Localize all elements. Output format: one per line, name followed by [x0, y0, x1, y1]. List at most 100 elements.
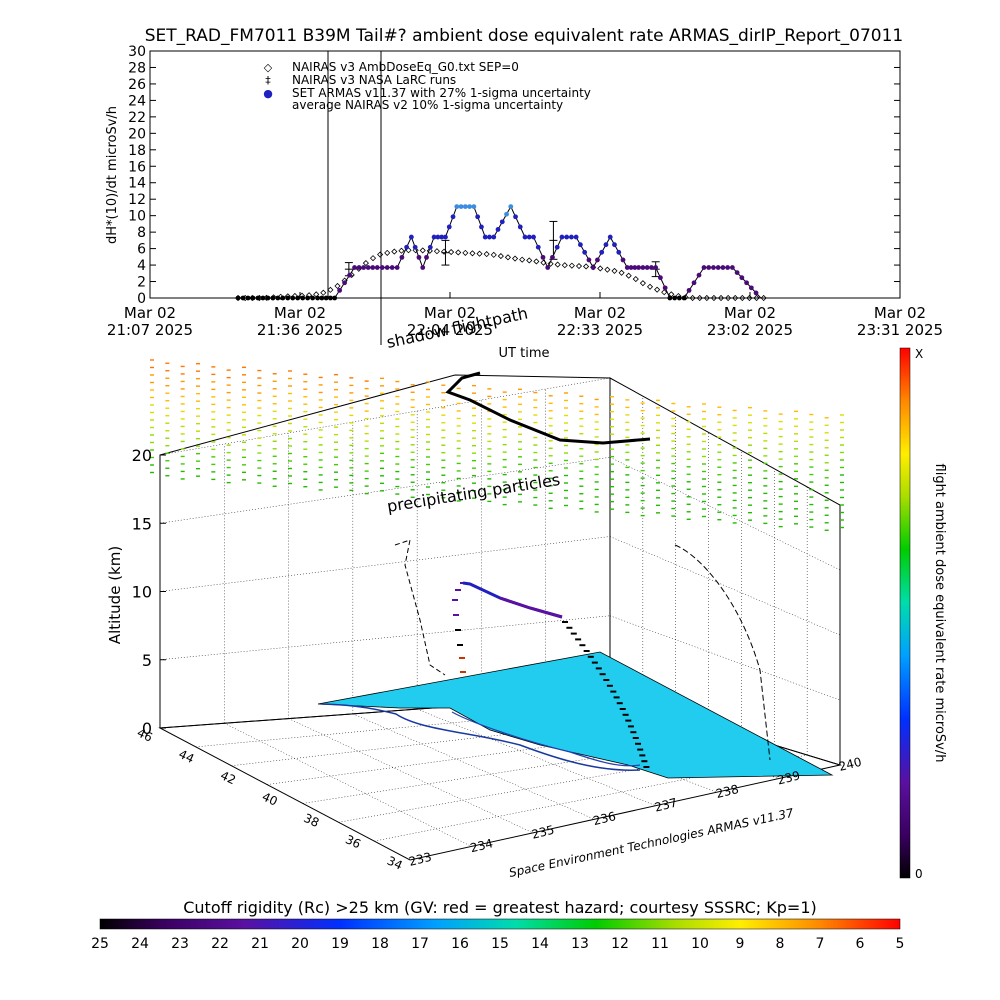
nairas-v3-point	[739, 294, 746, 302]
altitude-axis: 0 5 10 15 20	[132, 446, 166, 738]
nairas-v3-point	[646, 283, 654, 290]
armas-point	[624, 265, 630, 270]
rigidity-tick-label: 9	[736, 936, 745, 952]
shadow-curve-left	[394, 539, 446, 676]
armas-point	[412, 244, 418, 250]
armas-point	[522, 234, 528, 240]
3d-panel: 0 5 10 15 20 Altitude (km) 46 44 42 40 38 36 34 23…	[106, 303, 863, 880]
top-series-layer	[235, 204, 767, 302]
armas-point	[323, 295, 329, 301]
nairas-v3-point	[654, 286, 661, 293]
nairas-v3-point	[689, 294, 696, 302]
armas-point	[540, 254, 546, 260]
armas-line	[238, 205, 762, 299]
armas-point	[681, 295, 687, 301]
armas-point	[487, 234, 492, 240]
shadow-flightpath-line	[445, 371, 651, 445]
colorbar-top-label: X	[915, 347, 923, 361]
armas-point	[590, 265, 596, 270]
nairas-v3-point	[398, 247, 405, 254]
armas-point	[462, 204, 468, 210]
armas-point	[319, 295, 325, 301]
armas-point	[450, 214, 456, 220]
nairas-v3-point	[462, 249, 469, 256]
armas-point	[454, 204, 460, 210]
armas-point	[435, 234, 441, 240]
rigidity-tick-label: 14	[531, 936, 549, 952]
armas-point	[753, 290, 759, 296]
armas-point	[729, 265, 735, 270]
lat-tick-label: 34	[385, 854, 405, 873]
z-tick-label: 5	[142, 651, 152, 670]
nairas-v3-point	[327, 286, 334, 293]
nairas-v3-point	[490, 251, 497, 258]
armas-point	[499, 219, 505, 225]
top-x-axis-label: UT time	[499, 346, 550, 361]
armas-point	[275, 295, 281, 301]
armas-point	[379, 265, 385, 270]
armas-point	[531, 234, 536, 240]
armas-point	[475, 214, 481, 220]
rigidity-tick-label: 17	[411, 936, 429, 952]
rigidity-tick-label: 16	[451, 936, 469, 952]
armas-point	[734, 270, 740, 276]
armas-point	[517, 224, 523, 230]
rigidity-tick-label: 20	[291, 936, 309, 952]
rigidity-tick-label: 10	[691, 936, 709, 952]
armas-point	[467, 204, 473, 210]
armas-point	[616, 249, 622, 255]
nairas-v3-point	[313, 291, 320, 298]
nairas-v3-point	[625, 272, 632, 279]
lat-tick-label: 40	[260, 790, 280, 809]
armas-point	[482, 234, 488, 240]
lon-tick-label: 237	[653, 795, 679, 814]
x-tick-label-time: 23:31 2025	[857, 321, 943, 339]
armas-point	[715, 265, 721, 270]
armas-point	[504, 211, 509, 217]
nairas-v3-point	[497, 253, 504, 260]
nairas-v3-point	[362, 260, 369, 267]
armas-point	[305, 295, 311, 301]
wall-grid-line	[159, 457, 611, 524]
nairas-v3-point	[504, 254, 512, 261]
x-tick-label-date: Mar 02	[274, 304, 326, 322]
y-tick-label: 22	[128, 110, 146, 126]
lon-tick-label: 233	[407, 850, 433, 869]
floor-grid-line	[267, 724, 709, 785]
rigidity-tick-label: 15	[491, 936, 509, 952]
armas-point	[352, 265, 357, 270]
lon-tick-label: 238	[714, 782, 740, 801]
armas-point	[327, 295, 333, 301]
y-tick-label: 28	[128, 60, 146, 76]
lon-tick-label: 235	[530, 823, 556, 842]
armas-point	[691, 280, 697, 286]
armas-point	[439, 234, 445, 240]
nairas-v3-point	[753, 294, 760, 302]
nairas-v3-point	[703, 294, 710, 302]
armas-point	[559, 234, 565, 240]
armas-point	[526, 234, 532, 240]
lon-tick-label: 240	[837, 755, 863, 774]
nairas-v3-point	[377, 251, 384, 258]
armas-point	[748, 285, 754, 291]
wall-grid-line	[159, 377, 611, 456]
rigidity-tick-label: 23	[171, 936, 189, 952]
z-tick-label: 10	[132, 583, 152, 602]
latitude-axis: 46 44 42 40 38 36 34	[135, 726, 405, 873]
armas-point	[265, 295, 271, 301]
legend-item-nairas-v2: average NAIRAS v2 10% 1-sigma uncertaint…	[292, 98, 563, 112]
shadow-curve-right	[674, 544, 771, 761]
nairas-v3-point	[391, 248, 398, 255]
colorbar-label: flight ambient dose equivalent rate micr…	[932, 464, 947, 763]
rigidity-tick-label: 25	[91, 936, 109, 952]
nairas-v3-point	[597, 265, 604, 272]
nairas-v3-point	[604, 266, 611, 273]
armas-point	[711, 265, 716, 270]
rigidity-tick-label: 19	[331, 936, 349, 952]
armas-point	[356, 265, 362, 270]
x-tick-label-date: Mar 02	[574, 304, 626, 322]
armas-point	[653, 265, 659, 270]
x-tick-label-date: Mar 02	[424, 304, 476, 322]
legend-symbol-larc: ‡	[265, 74, 271, 87]
dose-rate-colorbar	[899, 347, 911, 879]
